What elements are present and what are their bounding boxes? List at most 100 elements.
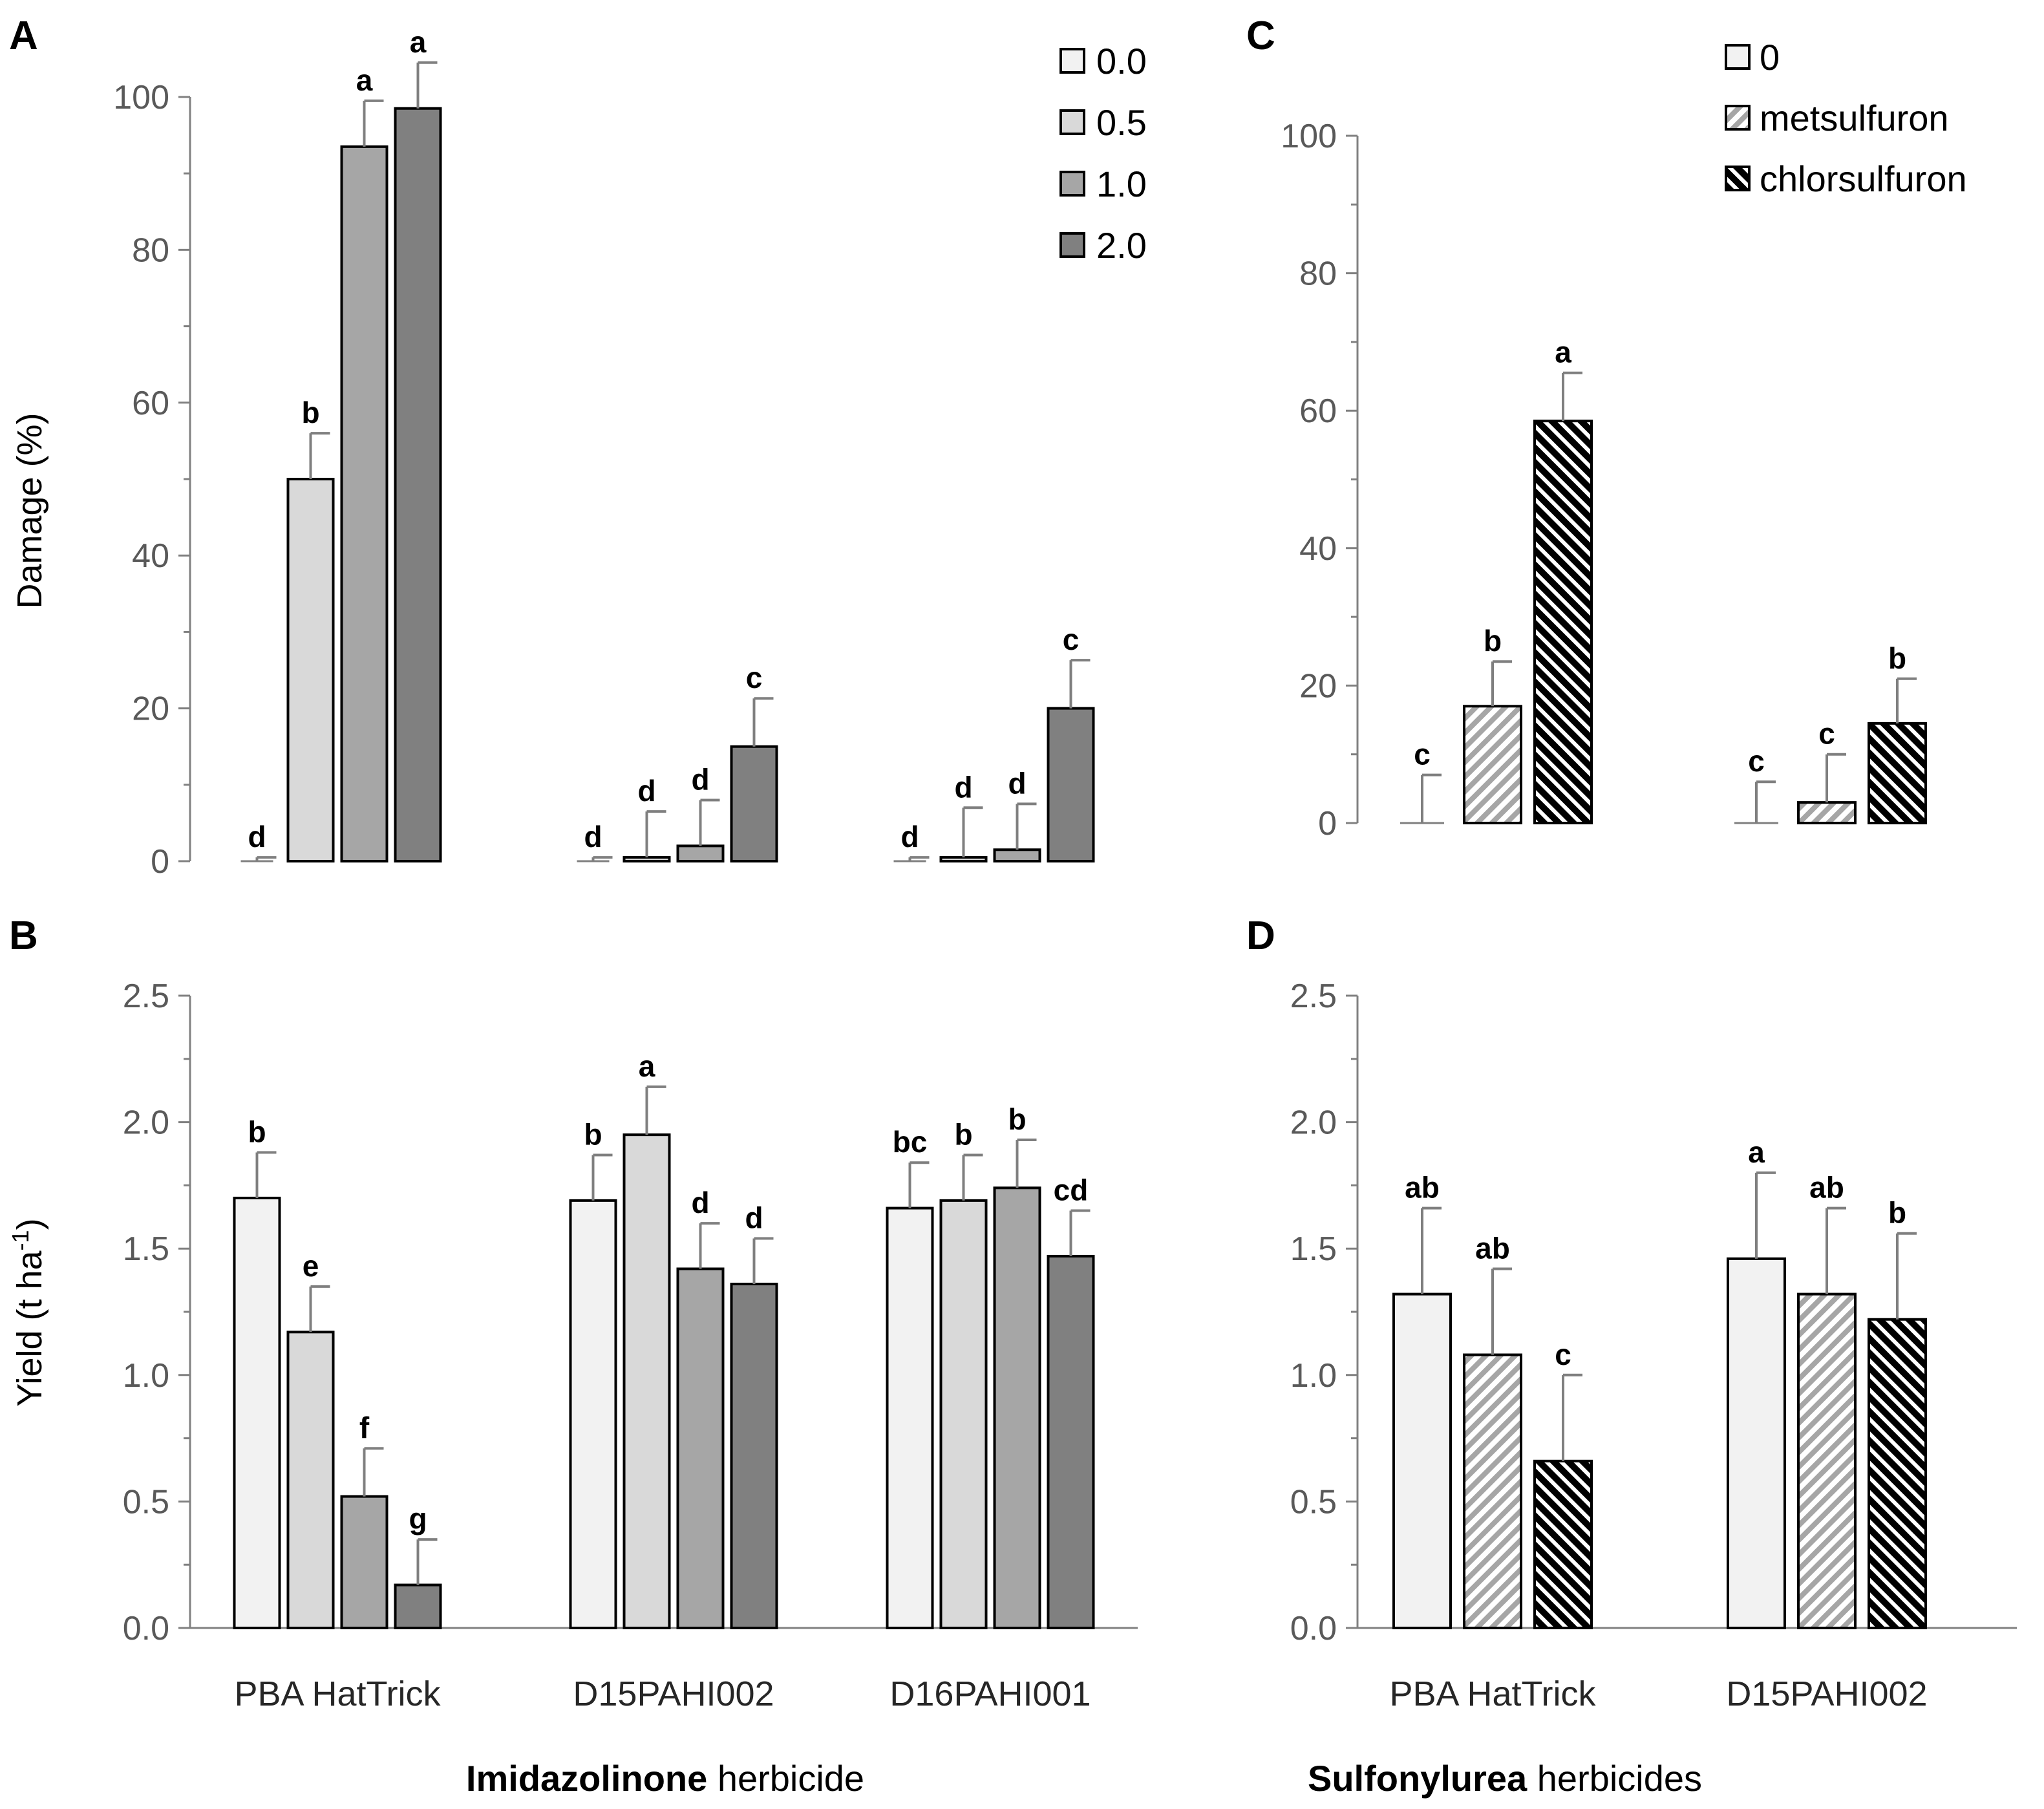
significance-letter: a — [1748, 1135, 1765, 1169]
y-axis-title-damage: Damage (%) — [10, 412, 49, 608]
y-tick-label: 40 — [1299, 530, 1337, 568]
y-tick-label: 40 — [132, 537, 169, 575]
legend-label: 0.5 — [1096, 102, 1147, 143]
significance-letter: c — [1818, 717, 1835, 751]
significance-letter: b — [1008, 1102, 1026, 1136]
significance-letter: d — [1008, 766, 1026, 800]
significance-letter: d — [954, 770, 972, 804]
yield-title-end: ) — [10, 1218, 49, 1230]
significance-letter: b — [301, 396, 319, 429]
bar — [340, 145, 389, 863]
significance-letter: c — [1748, 744, 1765, 778]
y-tick-label: 2.5 — [1290, 978, 1337, 1015]
y-tick-label: 2.0 — [1290, 1104, 1337, 1142]
panel-label-b: B — [9, 914, 38, 958]
bar — [1868, 722, 1927, 824]
legend-swatch — [1725, 166, 1751, 191]
bar — [1392, 1292, 1452, 1629]
significance-letter: d — [584, 820, 602, 853]
bar — [1533, 420, 1593, 824]
bar — [569, 1199, 617, 1629]
bar — [1868, 1318, 1927, 1629]
bar — [886, 1206, 934, 1630]
bar — [993, 848, 1041, 863]
y-tick-label: 100 — [113, 79, 169, 116]
legend-swatch — [1059, 109, 1085, 135]
significance-letter: d — [745, 1201, 763, 1235]
significance-letter: b — [248, 1115, 266, 1149]
y-tick-label: 0.5 — [123, 1483, 169, 1521]
legend-swatch — [1059, 171, 1085, 197]
legend-label: metsulfuron — [1760, 98, 1949, 138]
bar — [286, 478, 335, 862]
bar — [394, 1583, 442, 1630]
panel-label-a: A — [9, 14, 38, 58]
bar — [939, 1199, 988, 1629]
y-tick-label: 60 — [132, 385, 169, 422]
panel-b-yield-chart: 0.0 0.5 1.0 1.5 2.0 2.5 b e f g PBA HatTrick b a d d D1… — [123, 978, 1138, 1713]
y-tick-label: 0 — [1318, 805, 1337, 842]
bar — [676, 844, 725, 862]
y-tick-label: 0.0 — [1290, 1610, 1337, 1647]
significance-letter: c — [746, 661, 763, 694]
y-tick-label: 0.0 — [123, 1610, 169, 1647]
bar — [623, 1133, 671, 1630]
significance-letter: bc — [893, 1125, 928, 1159]
y-tick-label: 80 — [1299, 255, 1337, 293]
panel-a-damage-chart: 0 20 40 60 80 100 d b a a d d d c d d d c — [113, 25, 1095, 881]
significance-letter: d — [248, 820, 266, 853]
significance-letter: b — [584, 1117, 602, 1151]
bar — [939, 856, 988, 862]
y-axis-title-yield: Yield (t ha-1) — [7, 1218, 50, 1406]
bar — [286, 1331, 335, 1629]
significance-letter: b — [954, 1117, 972, 1151]
legend-rates: 0.0 0.5 1.0 2.0 — [1059, 41, 1147, 266]
y-tick-label: 1.0 — [123, 1357, 169, 1395]
significance-letter: b — [1484, 624, 1502, 658]
category-label: PBA HatTrick — [234, 1675, 441, 1713]
y-tick-label: 60 — [1299, 392, 1337, 430]
category-label: D15PAHI002 — [573, 1675, 774, 1713]
x-title-bold: Sulfonylurea — [1308, 1758, 1528, 1799]
y-tick-label: 2.5 — [123, 978, 169, 1015]
category-label: D16PAHI001 — [889, 1675, 1091, 1713]
bar — [730, 1282, 778, 1629]
legend-swatch — [1725, 105, 1751, 131]
bar — [1533, 1459, 1593, 1630]
category-label: D15PAHI002 — [1726, 1675, 1927, 1713]
bar — [1047, 707, 1095, 862]
category-label: PBA HatTrick — [1389, 1675, 1596, 1713]
x-title-rest: herbicides — [1527, 1758, 1702, 1799]
panel-c-damage-chart: 0 20 40 60 80 100 c b a c c b — [1281, 118, 1927, 842]
significance-letter: c — [1555, 1338, 1571, 1371]
legend-label: 0.0 — [1096, 41, 1147, 81]
yield-title-main: Yield (t ha — [10, 1250, 49, 1406]
significance-letter: ab — [1809, 1171, 1844, 1204]
bar — [993, 1186, 1041, 1629]
bar — [233, 1196, 281, 1629]
legend-label: 2.0 — [1096, 225, 1147, 266]
significance-letter: a — [356, 63, 373, 97]
significance-letter: a — [410, 25, 427, 59]
significance-letter: d — [691, 762, 709, 796]
bar — [394, 107, 442, 863]
bar — [1797, 1292, 1857, 1629]
significance-letter: d — [691, 1186, 709, 1219]
bar — [1727, 1257, 1786, 1629]
y-tick-label: 1.0 — [1290, 1357, 1337, 1395]
legend-swatch — [1725, 44, 1751, 70]
y-tick-label: 0 — [151, 843, 169, 881]
bar — [730, 745, 778, 862]
significance-letter: g — [409, 1502, 427, 1536]
bar — [1463, 705, 1522, 825]
panel-label-d: D — [1246, 914, 1275, 958]
y-tick-label: 2.0 — [123, 1104, 169, 1142]
significance-letter: a — [639, 1049, 655, 1083]
legend-label: 0 — [1760, 37, 1780, 78]
significance-letter: a — [1555, 336, 1571, 369]
legend-herbicides: 0 metsulfuron chlorsulfuron — [1725, 37, 1967, 199]
bar — [1797, 801, 1857, 824]
y-tick-label: 20 — [132, 690, 169, 728]
legend-label: 1.0 — [1096, 164, 1147, 204]
